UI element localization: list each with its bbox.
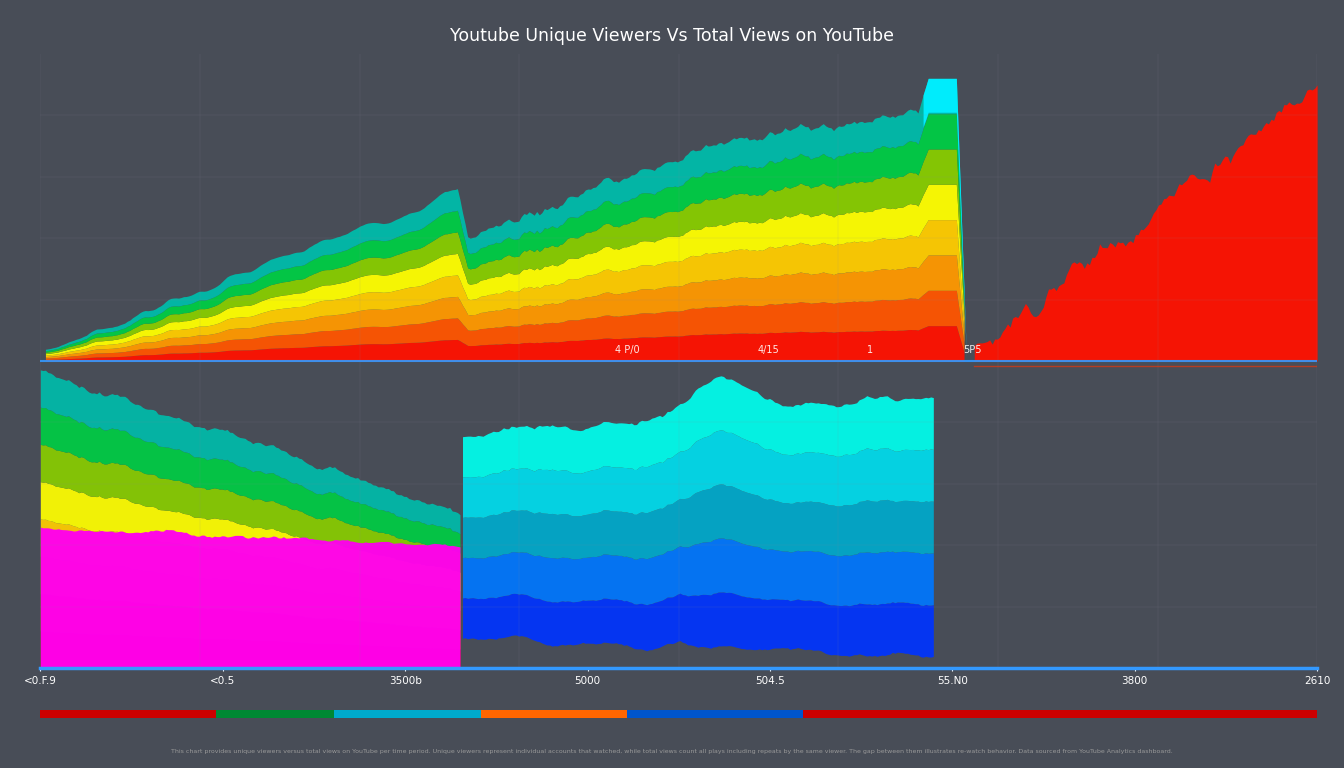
Text: Youtube Unique Viewers Vs Total Views on YouTube: Youtube Unique Viewers Vs Total Views on… [450, 27, 894, 45]
Bar [333, 710, 481, 718]
Text: 4 P/0: 4 P/0 [616, 345, 640, 355]
Bar [804, 710, 1317, 718]
Text: This chart provides unique viewers versus total views on YouTube per time period: This chart provides unique viewers versu… [171, 749, 1173, 754]
Text: 4/15: 4/15 [757, 345, 780, 355]
Bar [40, 710, 216, 718]
Bar [216, 710, 333, 718]
Bar [628, 710, 804, 718]
Text: 1: 1 [867, 345, 874, 355]
Text: 5P5: 5P5 [964, 345, 981, 355]
Bar [481, 710, 628, 718]
